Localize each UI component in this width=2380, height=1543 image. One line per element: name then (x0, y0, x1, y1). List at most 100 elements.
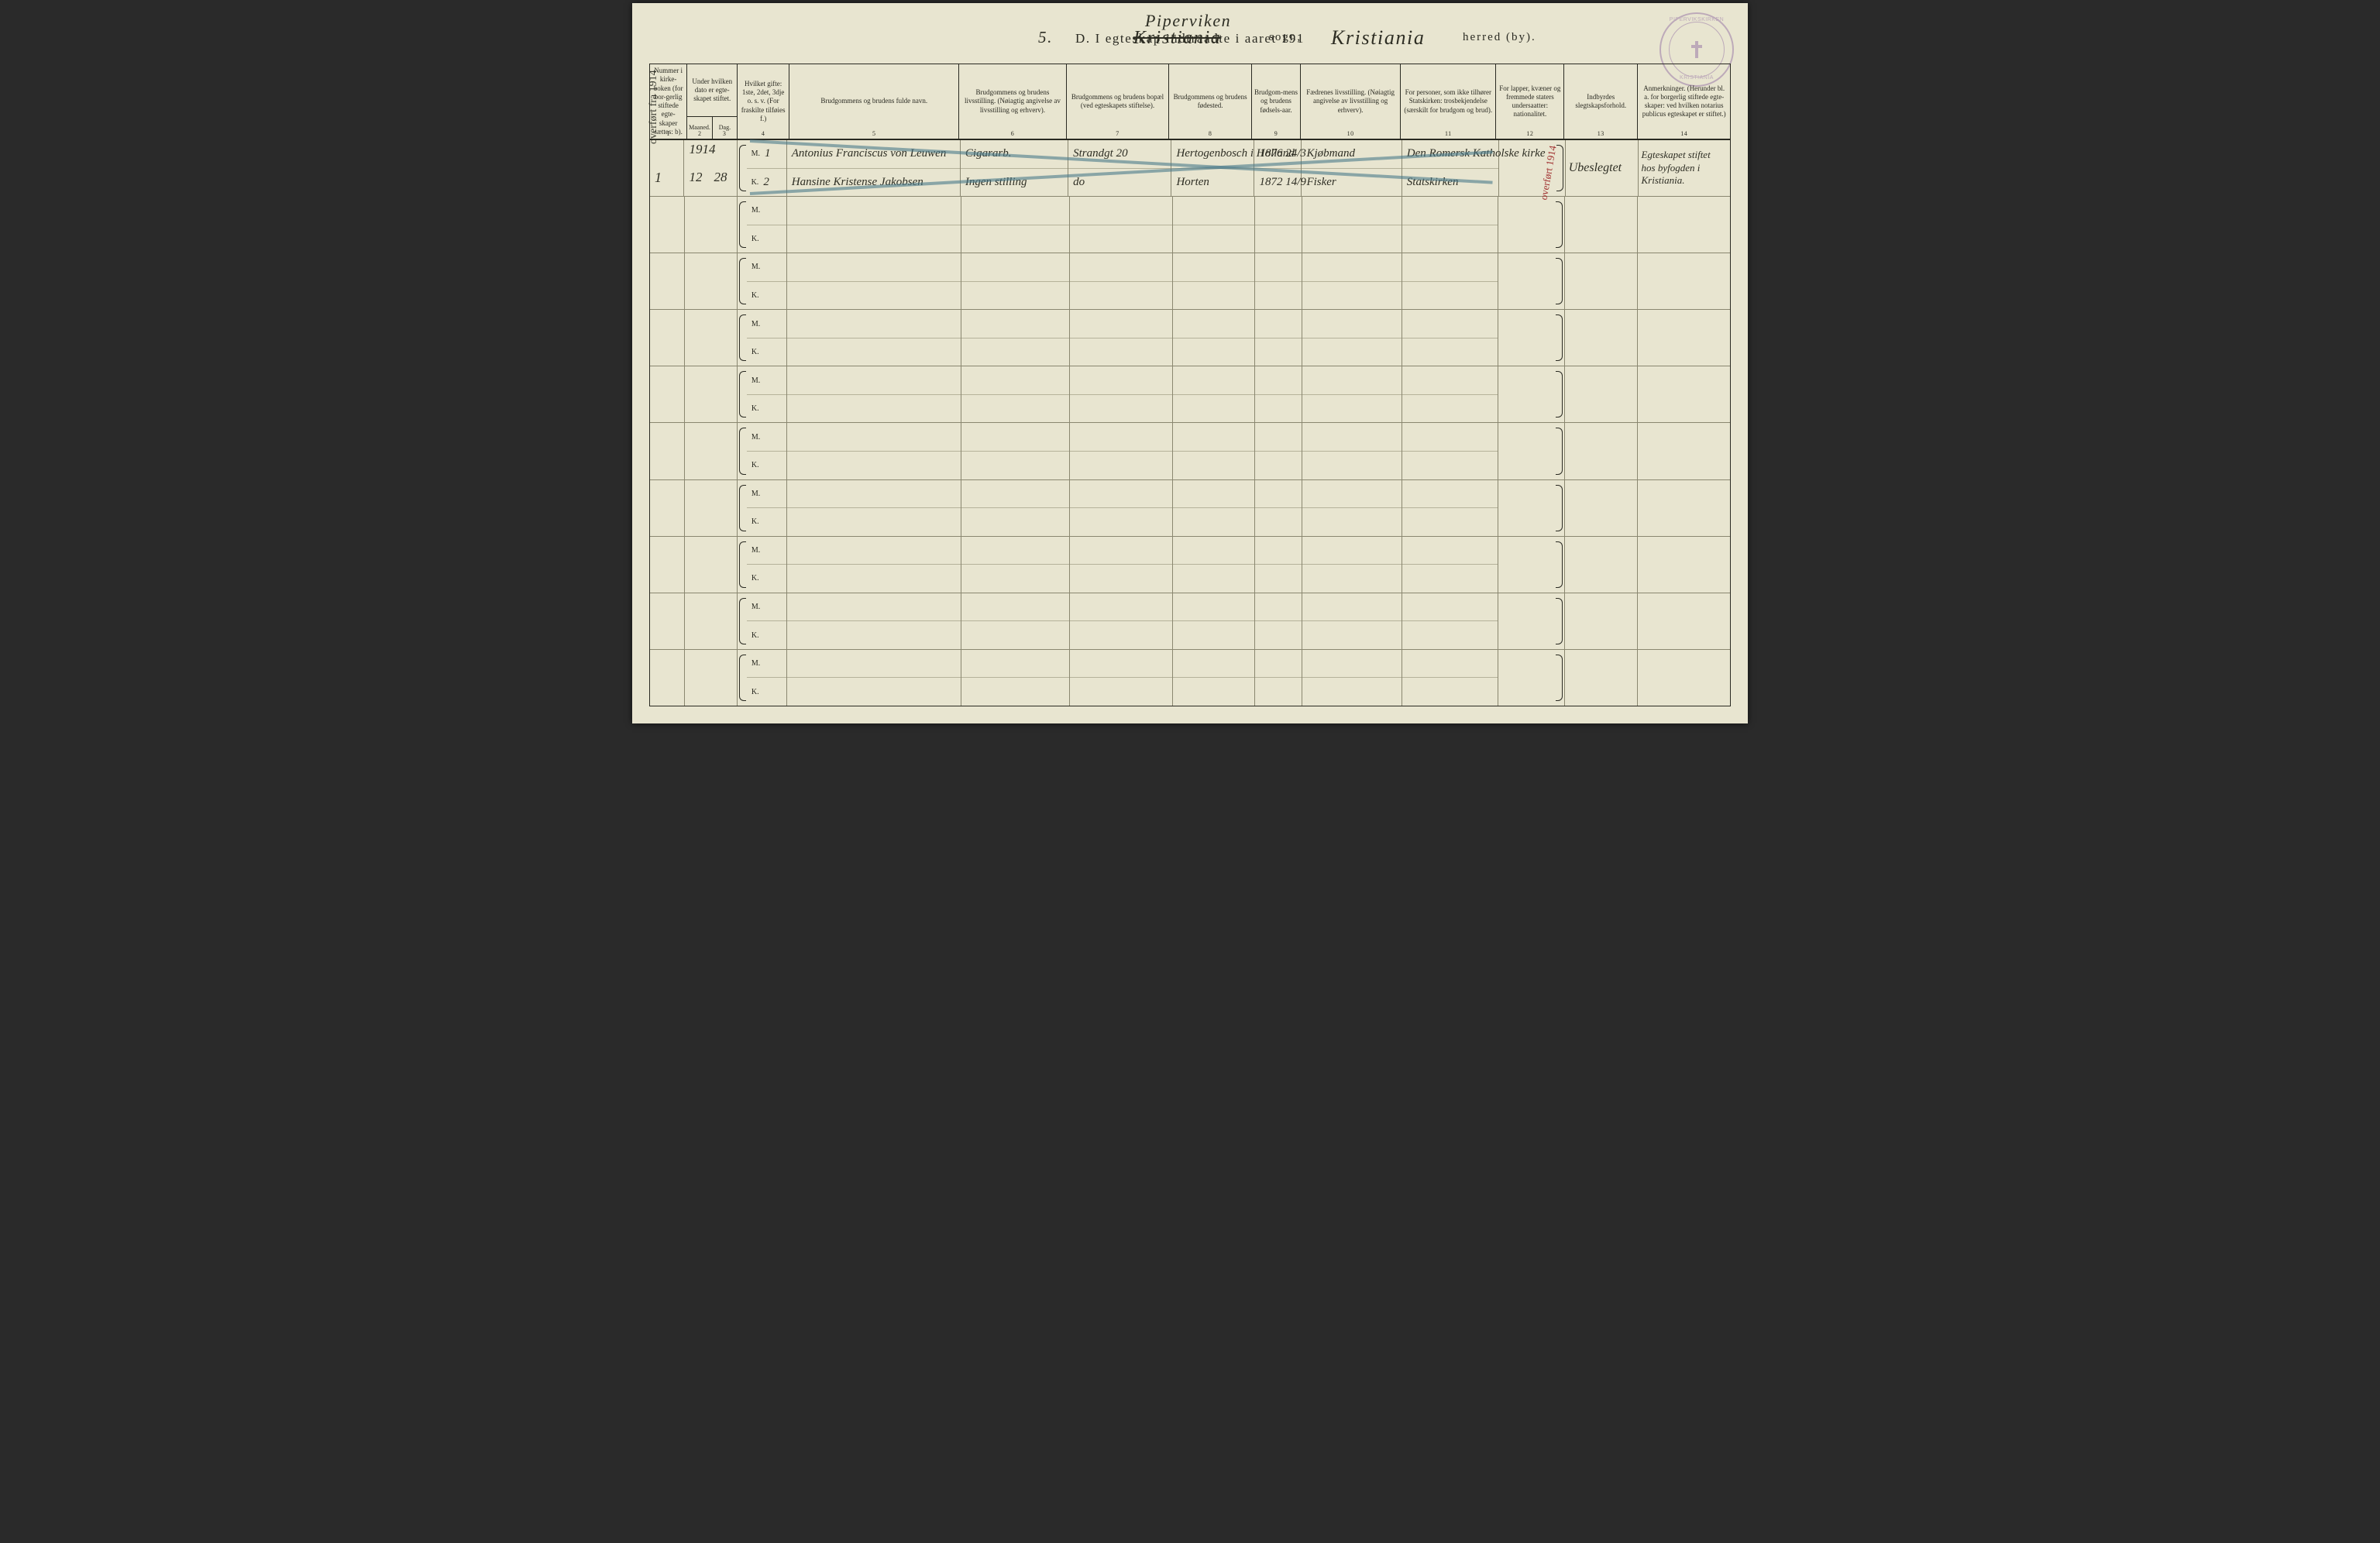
k-line: Hansine Kristense Jakobsen (787, 168, 960, 197)
brace-icon (1556, 258, 1563, 304)
m-line (1302, 537, 1402, 565)
k-line: Horten (1171, 168, 1254, 197)
cell-col13 (1565, 310, 1638, 366)
cell-col6 (961, 197, 1070, 253)
brace-icon (1556, 485, 1563, 531)
m-line (1070, 197, 1173, 225)
k-line (1070, 281, 1173, 310)
page-inner: D. I egteskap indtraadte i aaret 191 5. … (649, 20, 1731, 706)
m-line (1173, 593, 1254, 621)
cell-col12 (1498, 480, 1565, 536)
cell-col10 (1302, 366, 1403, 422)
cell-col13 (1565, 366, 1638, 422)
m-line (1302, 480, 1402, 508)
cell-col5 (787, 423, 961, 479)
m-line (1302, 650, 1402, 678)
cell-col1 (650, 310, 685, 366)
k-line: K. (747, 338, 786, 366)
cell-col4: M. K. (738, 253, 787, 309)
register-table: Nummer i kirke-boken (for bor-gerlig sti… (649, 64, 1731, 706)
m-line (787, 197, 961, 225)
m-line: 1876 24/3 (1254, 140, 1301, 168)
k-line (1302, 394, 1402, 423)
cell-col7 (1070, 253, 1174, 309)
th-col9: Brudgom-mens og brudens fødsels-aar.9 (1252, 64, 1301, 139)
brace-icon (1556, 371, 1563, 418)
th-col2-3: Under hvilken dato er egte-skapet stifte… (687, 64, 738, 139)
cell-col12 (1498, 197, 1565, 253)
cell-col7 (1070, 480, 1174, 536)
m-line (1255, 366, 1301, 394)
m-line (1070, 480, 1173, 508)
m-line (1255, 593, 1301, 621)
cell-col8 (1173, 593, 1255, 649)
cell-col8 (1173, 650, 1255, 706)
th-col11: For personer, som ikke tilhører Statskir… (1401, 64, 1496, 139)
table-row: 11914 12 28 M.1 K.2 Antonius Franciscus … (650, 140, 1730, 197)
m-line: Kjøbmand (1302, 140, 1401, 168)
cell-col14 (1638, 650, 1730, 706)
cell-col1 (650, 480, 685, 536)
th-col6: Brudgommens og brudens livsstilling. (Nø… (959, 64, 1066, 139)
th-col4: Hvilket gifte: 1ste, 2det, 3dje o. s. v.… (738, 64, 789, 139)
cell-col8: Hertogenbosch i Holland Horten (1171, 140, 1254, 196)
cell-col10 (1302, 197, 1403, 253)
table-body: 11914 12 28 M.1 K.2 Antonius Franciscus … (650, 140, 1730, 706)
cell-col6 (961, 480, 1070, 536)
m-line (1302, 310, 1402, 338)
m-line (1402, 650, 1498, 678)
cell-col12 (1498, 423, 1565, 479)
cell-col8 (1173, 366, 1255, 422)
cell-col11 (1402, 253, 1498, 309)
m-line (1173, 537, 1254, 565)
brace-icon (739, 428, 746, 474)
cell-col9 (1255, 537, 1302, 593)
sogn-handwritten-struck: Kristiania (1133, 28, 1221, 49)
cell-col8 (1173, 537, 1255, 593)
cell-col11 (1402, 480, 1498, 536)
m-line (961, 366, 1069, 394)
m-line: M. (747, 366, 786, 394)
cell-col9 (1255, 650, 1302, 706)
cell-col4: M. K. (738, 423, 787, 479)
table-row: M. K. (650, 423, 1730, 479)
cell-col9 (1255, 593, 1302, 649)
cell-col13 (1565, 197, 1638, 253)
brace-icon (739, 371, 746, 418)
brace-icon (1556, 541, 1563, 588)
k-line: K.2 (747, 168, 786, 197)
k-line (1402, 451, 1498, 479)
cell-col6 (961, 253, 1070, 309)
m-line (787, 366, 961, 394)
cell-col7 (1070, 537, 1174, 593)
cell-col4: M. K. (738, 310, 787, 366)
k-line (961, 620, 1069, 649)
brace-icon (1556, 598, 1563, 644)
k-line (961, 451, 1069, 479)
m-line (961, 650, 1069, 678)
m-line (1070, 366, 1173, 394)
cell-col10 (1302, 423, 1403, 479)
cell-col6: Cigararb. Ingen stilling (961, 140, 1068, 196)
table-row: M. K. (650, 253, 1730, 310)
cell-col5 (787, 366, 961, 422)
m-line (1173, 197, 1254, 225)
brace-icon (739, 541, 746, 588)
k-line (787, 394, 961, 423)
m-line: Antonius Franciscus von Leuwen (787, 140, 960, 168)
cell-col4: M. K. (738, 197, 787, 253)
cell-col2-3 (685, 197, 738, 253)
cell-col5 (787, 593, 961, 649)
k-line (1255, 677, 1301, 706)
m-line (1070, 423, 1173, 451)
k-line: K. (747, 564, 786, 593)
cell-col12 (1498, 366, 1565, 422)
m-line (961, 423, 1069, 451)
k-line (787, 225, 961, 253)
m-line (1402, 253, 1498, 281)
cell-col9 (1255, 197, 1302, 253)
k-line (1070, 564, 1173, 593)
m-line: M.1 (747, 140, 786, 168)
m-line (961, 253, 1069, 281)
m-line (1173, 480, 1254, 508)
